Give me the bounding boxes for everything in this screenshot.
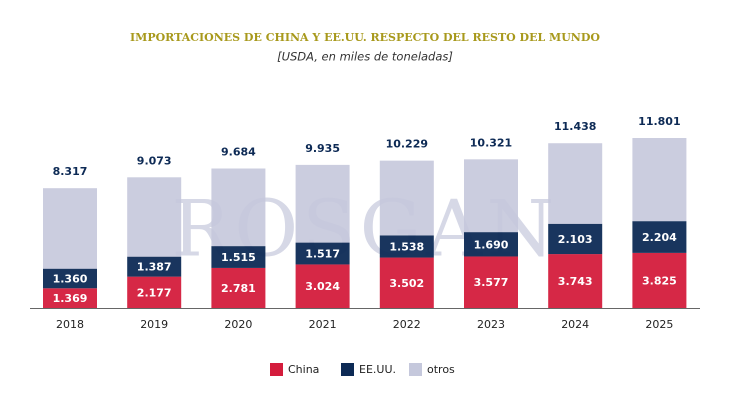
value-label: 3.024: [305, 280, 340, 293]
x-tick-label: 2021: [309, 318, 337, 331]
value-label: 1.387: [137, 261, 172, 274]
bar-segment: [127, 276, 182, 308]
bar-segment: [211, 168, 266, 247]
value-label: 1.517: [305, 248, 340, 261]
value-label: 3.743: [558, 275, 593, 288]
bar-segment: [211, 246, 266, 268]
value-label: 2.177: [137, 286, 172, 299]
bar-segment: [632, 221, 687, 253]
value-label: 2.103: [558, 233, 593, 246]
x-tick-label: 2020: [224, 318, 252, 331]
bar-segment: [632, 252, 687, 308]
bar-segment: [127, 256, 182, 277]
bar-segment: [43, 268, 97, 289]
total-label: 11.438: [554, 120, 596, 133]
total-label: 9.073: [137, 154, 172, 167]
total-label: 11.801: [638, 115, 680, 128]
total-label: 9.684: [221, 145, 256, 158]
bar-segment: [548, 143, 603, 224]
value-label: 1.538: [389, 240, 424, 253]
x-tick-label: 2019: [140, 318, 168, 331]
value-label: 1.690: [474, 238, 509, 251]
x-tick-label: 2023: [477, 318, 505, 331]
value-label: 1.515: [221, 251, 256, 264]
bar-segment: [379, 257, 434, 308]
total-label: 10.321: [470, 136, 512, 149]
bar-segment: [43, 288, 97, 308]
bar-segment: [548, 223, 603, 255]
bar-segment: [379, 235, 434, 258]
bar-segment: [127, 177, 182, 257]
chart-title: IMPORTACIONES DE CHINA Y EE.UU. RESPECTO…: [130, 31, 600, 44]
bar-segment: [464, 232, 518, 257]
value-label: 3.577: [474, 276, 509, 289]
value-label: 2.204: [642, 231, 677, 244]
total-label: 8.317: [53, 165, 88, 178]
bar-segment: [295, 164, 350, 243]
value-label: 3.502: [389, 277, 424, 290]
legend-label: EE.UU.: [359, 363, 396, 376]
value-label: 2.781: [221, 282, 256, 295]
legend-swatch: [409, 363, 422, 376]
x-tick-label: 2022: [393, 318, 421, 331]
total-label: 9.935: [305, 142, 340, 155]
bar-segment: [632, 138, 687, 222]
value-label: 3.825: [642, 274, 677, 287]
bar-segment: [379, 160, 434, 236]
legend-swatch: [270, 363, 283, 376]
bar-segment: [464, 256, 518, 308]
x-tick-label: 2018: [56, 318, 84, 331]
x-tick-label: 2024: [561, 318, 589, 331]
bar-segment: [464, 159, 518, 233]
bar-segment: [548, 254, 603, 308]
legend-label: China: [288, 363, 319, 376]
bar-segment: [295, 242, 350, 265]
value-label: 1.360: [53, 272, 88, 285]
x-tick-label: 2025: [645, 318, 673, 331]
legend-label: otros: [427, 363, 455, 376]
total-label: 10.229: [386, 138, 428, 151]
value-label: 1.369: [53, 292, 88, 305]
bar-segment: [211, 267, 266, 308]
chart-subtitle: [USDA, en miles de toneladas]: [277, 50, 453, 64]
bar-segment: [295, 264, 350, 308]
legend-swatch: [341, 363, 354, 376]
bar-segment: [43, 188, 97, 269]
